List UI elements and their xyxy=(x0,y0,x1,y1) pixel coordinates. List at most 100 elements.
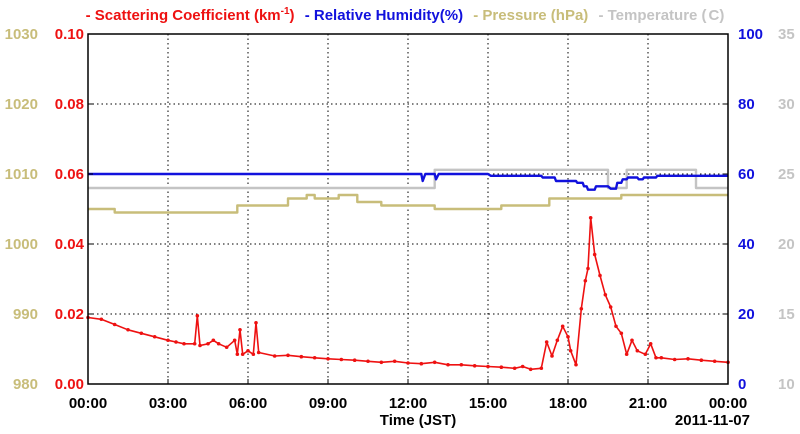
scattering-point xyxy=(211,338,216,343)
scattering-point xyxy=(686,357,690,361)
scattering-point xyxy=(232,338,237,343)
scattering-point xyxy=(560,324,565,329)
scattering-point xyxy=(592,252,597,257)
scattering-point xyxy=(240,352,245,357)
scattering-point xyxy=(379,360,384,365)
scattering-point xyxy=(312,355,317,360)
scattering-point xyxy=(579,306,584,311)
scattering-point xyxy=(216,341,221,346)
scattering-point xyxy=(459,362,464,367)
scattering-point xyxy=(235,352,240,357)
x-tick-label: 03:00 xyxy=(149,395,187,412)
scattering-point xyxy=(246,348,250,353)
scattering-point xyxy=(574,362,578,367)
scattering-point xyxy=(520,364,525,369)
scattering-point xyxy=(366,359,370,364)
scattering-point xyxy=(256,350,261,355)
temperature-tick-label: 20 xyxy=(778,236,795,253)
scattering-point xyxy=(608,305,613,309)
scattering-point xyxy=(630,338,634,343)
scattering-point xyxy=(126,327,130,332)
scattering-point xyxy=(272,354,277,358)
pressure-tick-label: 1000 xyxy=(5,236,38,253)
scattering-point xyxy=(224,345,229,350)
x-axis-label: Time (JST) xyxy=(380,412,456,429)
scattering-point xyxy=(555,338,560,343)
scattering-point xyxy=(583,278,588,283)
scattering-point xyxy=(544,340,549,344)
scattering-point xyxy=(192,341,197,346)
scattering-point xyxy=(643,352,648,357)
scattering-point xyxy=(112,322,117,327)
pressure-tick-label: 1030 xyxy=(5,26,38,43)
legend-scattering: - Scattering Coefficient (km-1) xyxy=(86,6,295,24)
pressure-tick-label: 990 xyxy=(13,306,38,323)
scattering-point xyxy=(659,355,664,360)
legend: - Scattering Coefficient (km-1) - Relati… xyxy=(86,6,725,24)
pressure-series-line xyxy=(88,193,728,214)
humidity-series-line xyxy=(88,172,728,191)
temperature-tick-label: 15 xyxy=(778,306,795,323)
scattering-point xyxy=(486,364,490,369)
x-tick-label: 06:00 xyxy=(229,395,267,412)
grid xyxy=(88,34,728,384)
x-tick-label: 18:00 xyxy=(549,395,587,412)
scattering-tick-label: 0.08 xyxy=(55,96,84,113)
scattering-tick-label: 0.10 xyxy=(55,26,84,43)
scattering-point xyxy=(254,320,258,325)
scattering-point xyxy=(635,348,640,353)
pressure-tick-label: 980 xyxy=(13,376,38,393)
scattering-point xyxy=(648,341,653,346)
scattering-point xyxy=(206,341,210,346)
x-tick-label: 00:00 xyxy=(69,395,107,412)
scattering-point xyxy=(182,341,186,346)
scattering-point xyxy=(419,361,424,366)
scattering-tick-label: 0.02 xyxy=(55,306,84,323)
scattering-point xyxy=(598,273,602,278)
humidity-tick-label: 40 xyxy=(738,236,755,253)
scattering-point xyxy=(339,357,344,362)
legend-pressure: - Pressure (hPa) xyxy=(473,7,588,24)
x-tick-label: 12:00 xyxy=(389,395,427,412)
scattering-point xyxy=(286,353,290,358)
x-tick-label: 21:00 xyxy=(629,395,667,412)
scattering-point xyxy=(174,340,178,344)
scattering-point xyxy=(512,366,517,371)
scattering-point xyxy=(499,365,504,370)
scattering-point xyxy=(326,357,330,361)
scattering-point xyxy=(614,324,618,329)
temperature-tick-label: 30 xyxy=(778,96,795,113)
date-label: 2011-11-07 xyxy=(675,412,750,429)
scattering-point xyxy=(432,360,437,365)
scattering-tick-label: 0.06 xyxy=(55,166,84,183)
scattering-point xyxy=(198,343,202,348)
scattering-point xyxy=(699,358,704,363)
x-tick-label: 00:00 xyxy=(709,395,747,412)
ticks: 00:00 03:00 06:00 09:00 12:00 15:00 18:00 21:00… xyxy=(5,26,795,412)
scattering-point xyxy=(712,359,717,364)
scattering-point xyxy=(624,352,629,357)
legend-temperature: - Temperature (C) xyxy=(598,7,724,24)
scattering-point xyxy=(392,359,397,364)
scattering-point xyxy=(99,317,104,322)
scattering-tick-label: 0.04 xyxy=(55,236,85,253)
scattering-point xyxy=(672,357,677,362)
humidity-tick-label: 20 xyxy=(738,306,755,323)
x-tick-label: 15:00 xyxy=(469,395,507,412)
scattering-point xyxy=(166,338,170,343)
scattering-point xyxy=(550,354,554,358)
pressure-tick-label: 1010 xyxy=(5,166,38,183)
scattering-point xyxy=(238,327,242,332)
legend-humidity: - Relative Humidity(%) xyxy=(305,7,463,24)
scattering-point xyxy=(654,355,658,360)
scattering-tick-label: 0.00 xyxy=(55,376,84,393)
scattering-point xyxy=(139,331,144,336)
scattering-point xyxy=(446,362,450,367)
scattering-point xyxy=(528,367,533,372)
temperature-tick-label: 10 xyxy=(778,376,795,393)
temperature-tick-label: 35 xyxy=(778,26,795,43)
scattering-point xyxy=(299,354,304,359)
humidity-tick-label: 100 xyxy=(738,26,763,43)
scattering-point xyxy=(586,266,590,271)
